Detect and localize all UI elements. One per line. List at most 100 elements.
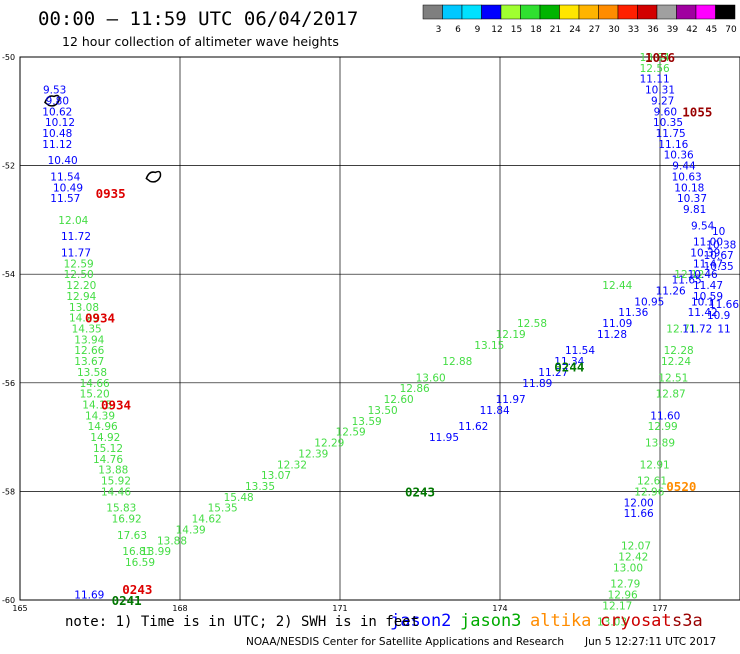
- scale-swatch: [695, 4, 716, 20]
- wave-height-value: 12.79: [610, 579, 640, 591]
- wave-height-value: 10.62: [42, 106, 72, 118]
- legend-entry: s3a: [672, 611, 703, 631]
- wave-height-value: 11.69: [74, 590, 104, 602]
- wave-height-value: 11.95: [429, 432, 459, 444]
- wave-height-value: 15.92: [101, 476, 131, 488]
- scale-label: 36: [647, 25, 659, 35]
- wave-height-value: 13.64: [640, 52, 670, 64]
- wave-height-value: 12.96: [634, 486, 664, 498]
- scale-swatch: [520, 4, 541, 20]
- scale-label: 21: [550, 25, 561, 35]
- wave-height-value: 9.53: [43, 85, 66, 97]
- wave-height-value: 14.15: [82, 400, 112, 412]
- wave-height-value: 13.08: [69, 302, 99, 314]
- wave-height-value: 11.75: [656, 128, 686, 140]
- wave-height-value: 12.59: [64, 258, 94, 270]
- scale-swatch: [715, 4, 736, 20]
- scale-swatch: [422, 4, 443, 20]
- wave-height-value: 11.28: [597, 329, 627, 341]
- wave-height-value: 11.72: [61, 231, 91, 243]
- wave-height-value: 14.46: [101, 486, 131, 498]
- wave-height-value: 9.44: [672, 161, 696, 173]
- chart-subtitle: 12 hour collection of altimeter wave hei…: [62, 34, 339, 49]
- wave-height-value: 13.99: [141, 546, 171, 558]
- pass-time-label: 0243: [122, 582, 152, 597]
- satellite-legend: jason2 jason3 altika cryosat s3a: [390, 611, 703, 631]
- wave-height-value: 13.60: [416, 372, 446, 384]
- x-tick-label: 174: [492, 604, 507, 613]
- wave-height-value: 13.59: [352, 416, 382, 428]
- wave-height-value: 13.00: [613, 562, 643, 574]
- x-tick-label: 177: [652, 604, 667, 613]
- y-tick-label: -50: [2, 53, 15, 62]
- wave-height-value: 12.50: [64, 269, 94, 281]
- pass-time-label: 0934: [85, 311, 115, 326]
- footer-timestamp: Jun 5 12:27:11 UTC 2017: [584, 636, 716, 648]
- wave-height-value: 10.49: [53, 182, 83, 194]
- wave-height-value: 16.59: [125, 557, 155, 569]
- wave-height-value: 14.96: [88, 421, 118, 433]
- wave-height-value: 12.39: [298, 448, 328, 460]
- wave-height-value: 12.28: [664, 345, 694, 357]
- wave-height-value: 11.47: [693, 280, 723, 292]
- wave-height-value: 11.62: [458, 421, 488, 433]
- scale-swatch: [461, 4, 482, 20]
- plot-area: 165 168 171 174 177-50-52-54-56-58-609.539.8…: [2, 50, 740, 629]
- landmass: [44, 94, 60, 107]
- wave-height-value: 10.95: [634, 296, 664, 308]
- wave-height-value: 14.39: [85, 410, 115, 422]
- wave-height-value: 11.26: [656, 285, 686, 297]
- y-tick-label: -58: [2, 487, 15, 496]
- y-tick-label: -54: [2, 270, 15, 279]
- wave-height-value: 9.60: [654, 106, 677, 118]
- scale-swatch: [481, 4, 502, 20]
- wave-height-value: 12.04: [58, 215, 88, 227]
- wave-height-value: 12.00: [624, 497, 654, 509]
- wave-height-value: 12.99: [648, 421, 678, 433]
- wave-height-value: 14.62: [192, 514, 222, 526]
- wave-height-value: 12.71: [666, 324, 696, 336]
- wave-height-value: 10.1: [691, 296, 714, 308]
- wave-height-value: 11: [717, 324, 730, 336]
- wave-height-value: 10.36: [664, 150, 694, 162]
- wave-height-value: 10.67: [704, 250, 734, 262]
- wave-height-value: 11.09: [602, 318, 632, 330]
- scale-label: 15: [511, 25, 522, 35]
- scale-label: 24: [569, 25, 581, 35]
- legend-entry: jason2: [390, 611, 451, 631]
- wave-height-value: 10.35: [653, 117, 683, 129]
- wave-height-value: 14.66: [80, 378, 110, 390]
- wave-height-value: 10.31: [645, 85, 675, 97]
- wave-height-value: 10.63: [672, 171, 702, 183]
- wave-height-value: 15.35: [208, 503, 238, 515]
- wave-height-value: 12.61: [637, 476, 667, 488]
- pass-time-label: 0520: [666, 479, 696, 494]
- wave-height-value: 12.66: [74, 345, 104, 357]
- wave-height-value: 10.59: [693, 291, 723, 303]
- wave-height-value: 10.38: [706, 239, 736, 251]
- wave-height-value: 12.19: [496, 329, 526, 341]
- wave-height-value: 11.84: [480, 405, 510, 417]
- chart-title: 00:00 – 11:59 UTC 06/04/2017: [38, 8, 358, 30]
- wave-height-value: 12.91: [640, 459, 670, 471]
- pass-time-label: 0934: [101, 398, 131, 413]
- wave-height-value: 12.88: [442, 356, 472, 368]
- wave-height-value: 13.03: [597, 617, 627, 629]
- pass-time-label: 0244: [554, 360, 584, 375]
- scale-label: 12: [491, 25, 502, 35]
- wave-height-value: 12.59: [336, 427, 366, 439]
- wave-height-value: 11.27: [538, 367, 568, 379]
- wave-height-value: 12.87: [656, 389, 686, 401]
- wave-height-value: 11.54: [565, 345, 595, 357]
- wave-height-value: 13.88: [98, 465, 128, 477]
- pass-time-label: 0241: [112, 593, 142, 608]
- wave-height-value: 11.66: [709, 299, 739, 311]
- scale-swatch: [539, 4, 560, 20]
- wave-height-value: 11.42: [688, 307, 718, 319]
- wave-height-value: 13.94: [74, 334, 104, 346]
- wave-height-value: 12.29: [314, 438, 344, 450]
- wave-height-value: 12.51: [658, 372, 688, 384]
- wave-height-value: 10.37: [677, 193, 707, 205]
- wave-height-value: 13.58: [77, 367, 107, 379]
